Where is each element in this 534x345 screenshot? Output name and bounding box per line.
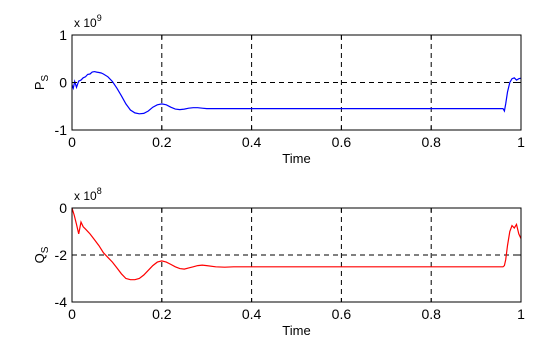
axis-exponent-power: 9: [97, 13, 102, 23]
y-axis-label: PS: [32, 75, 51, 91]
x-axis-label: Time: [282, 151, 310, 166]
axis-exponent: x 109: [74, 13, 102, 30]
y-axis-label-main: P: [32, 82, 47, 91]
y-tick-label: -4: [55, 294, 68, 310]
x-axis-label: Time: [282, 323, 310, 338]
y-axis-label: QS: [32, 246, 51, 263]
axis-exponent-base: x 10: [74, 189, 97, 203]
y-axis-label-subscript: S: [40, 246, 51, 253]
axis-exponent: x 108: [74, 186, 102, 203]
x-tick-label: 0.4: [242, 306, 262, 322]
axis-exponent-power: 8: [97, 186, 102, 196]
x-tick-label: 0.2: [152, 134, 172, 150]
axis-exponent-base: x 10: [74, 16, 97, 30]
x-tick-label: 0: [68, 134, 76, 150]
x-tick-label: 0.8: [421, 134, 441, 150]
series-line: [71, 207, 522, 281]
x-tick-label: 0: [68, 306, 76, 322]
y-tick-label: 0: [59, 75, 67, 91]
x-tick-label: 0.2: [152, 306, 172, 322]
y-tick-label: 1: [59, 27, 67, 43]
y-tick-label: -2: [55, 247, 68, 263]
x-tick-label: 1: [517, 134, 525, 150]
x-tick-label: 0.6: [332, 134, 352, 150]
y-axis-label-subscript: S: [40, 75, 51, 82]
y-tick-label: -1: [55, 122, 68, 138]
x-tick-label: 0.8: [421, 306, 441, 322]
y-tick-label: 0: [59, 200, 67, 216]
x-tick-label: 0.4: [242, 134, 262, 150]
x-tick-label: 0.6: [332, 306, 352, 322]
y-axis-label-main: Q: [32, 253, 47, 263]
series-line: [71, 70, 522, 115]
x-tick-label: 1: [517, 306, 525, 322]
